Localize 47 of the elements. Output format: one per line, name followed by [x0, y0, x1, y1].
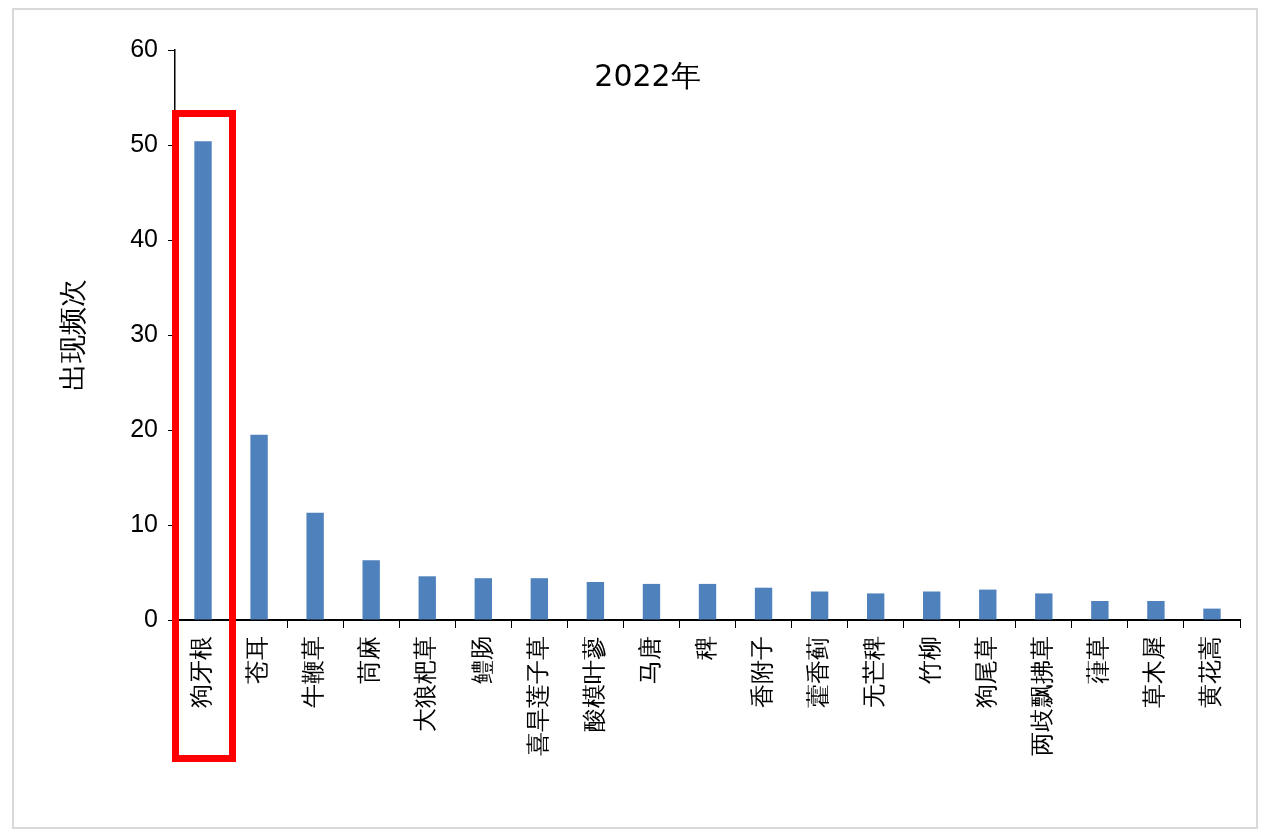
bar [979, 589, 997, 620]
x-tick-label: 无芒稗 [859, 636, 888, 708]
y-tick-label: 30 [130, 318, 158, 347]
bar [754, 587, 773, 620]
x-tick-label: 大狼杷草 [411, 636, 440, 732]
y-tick-label: 50 [130, 128, 158, 157]
bar [530, 578, 549, 620]
y-tick-label: 0 [144, 603, 158, 632]
y-tick-label: 10 [130, 508, 158, 537]
x-tick-label: 酸模叶蓼 [579, 636, 608, 732]
x-tick-label: 竹柳 [915, 636, 944, 684]
bar [1035, 593, 1053, 620]
bar [418, 576, 436, 620]
x-tick-label: 狗尾草 [972, 636, 1000, 708]
x-tick-label: 两歧飘拂草 [1028, 636, 1057, 756]
bar [306, 512, 324, 620]
y-tick-label: 40 [130, 223, 158, 252]
x-tick-label: 苘麻 [355, 636, 384, 684]
bar [698, 583, 717, 620]
x-tick-label: 藿香蓟 [803, 636, 832, 708]
bar [474, 578, 492, 620]
x-tick-label: 鳢肠 [467, 636, 496, 684]
bar [1147, 601, 1165, 620]
x-tick-label: 稗 [691, 636, 720, 660]
bar [362, 560, 380, 620]
x-tick-label: 狗牙根 [187, 636, 216, 708]
bar [642, 583, 661, 620]
bar [810, 591, 829, 620]
x-tick-label: 牛鞭草 [299, 636, 328, 708]
bar [586, 582, 605, 620]
bar [923, 591, 941, 620]
x-tick-label: 喜旱莲子草 [523, 636, 552, 756]
bar [866, 593, 885, 620]
bar [194, 141, 212, 620]
x-tick-label: 草木犀 [1140, 636, 1169, 708]
x-tick-label: 苍耳 [243, 636, 272, 684]
x-tick-label: 葎草 [1084, 636, 1113, 684]
bar [250, 434, 268, 620]
x-tick-label: 马唐 [635, 636, 664, 684]
bar [1203, 608, 1221, 620]
x-tick-label: 黄花蒿 [1196, 636, 1225, 708]
chart-title: 2022年 [594, 57, 701, 93]
y-axis-title: 出现频次 [56, 279, 90, 391]
x-tick-label: 香附子 [747, 636, 776, 708]
bar [1091, 601, 1109, 620]
y-tick-label: 60 [130, 33, 158, 62]
y-tick-label: 20 [130, 413, 158, 442]
